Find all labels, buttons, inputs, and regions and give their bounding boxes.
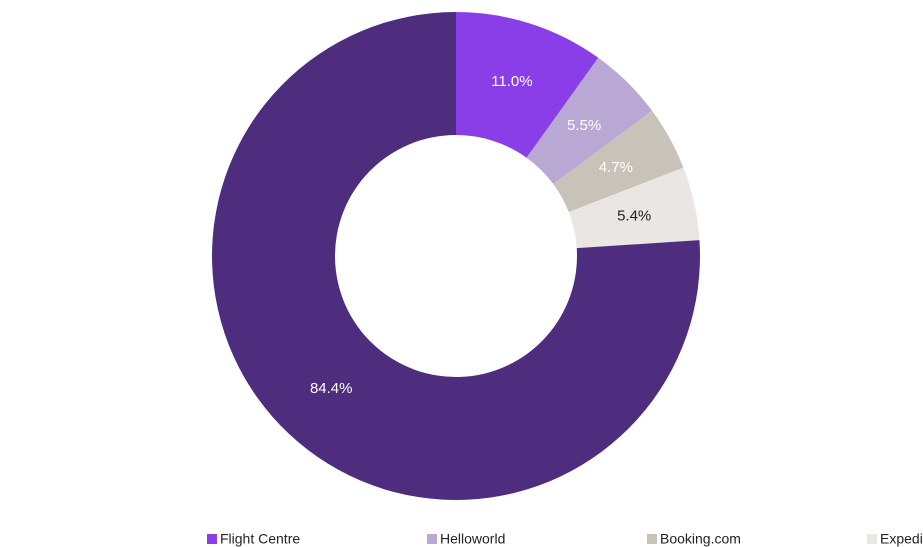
legend-label: Expedia — [880, 531, 923, 547]
donut-slice — [553, 110, 684, 213]
legend-swatch — [867, 534, 877, 544]
donut-slice — [456, 12, 599, 158]
data-label: 11.0% — [491, 73, 532, 90]
legend-label: Booking.com — [660, 531, 741, 547]
donut-slice — [211, 12, 700, 500]
legend-label: Flight Centre — [220, 531, 300, 547]
data-label: 5.5% — [567, 117, 601, 134]
donut-slice — [526, 57, 653, 185]
legend-swatch — [647, 534, 657, 544]
donut-slice — [568, 167, 700, 249]
data-label: 4.7% — [599, 159, 633, 176]
legend-swatch — [207, 534, 217, 544]
data-label: 5.4% — [617, 208, 651, 225]
legend-swatch — [427, 534, 437, 544]
legend-label: Helloworld — [440, 531, 505, 547]
data-label: 84.4% — [310, 380, 353, 397]
